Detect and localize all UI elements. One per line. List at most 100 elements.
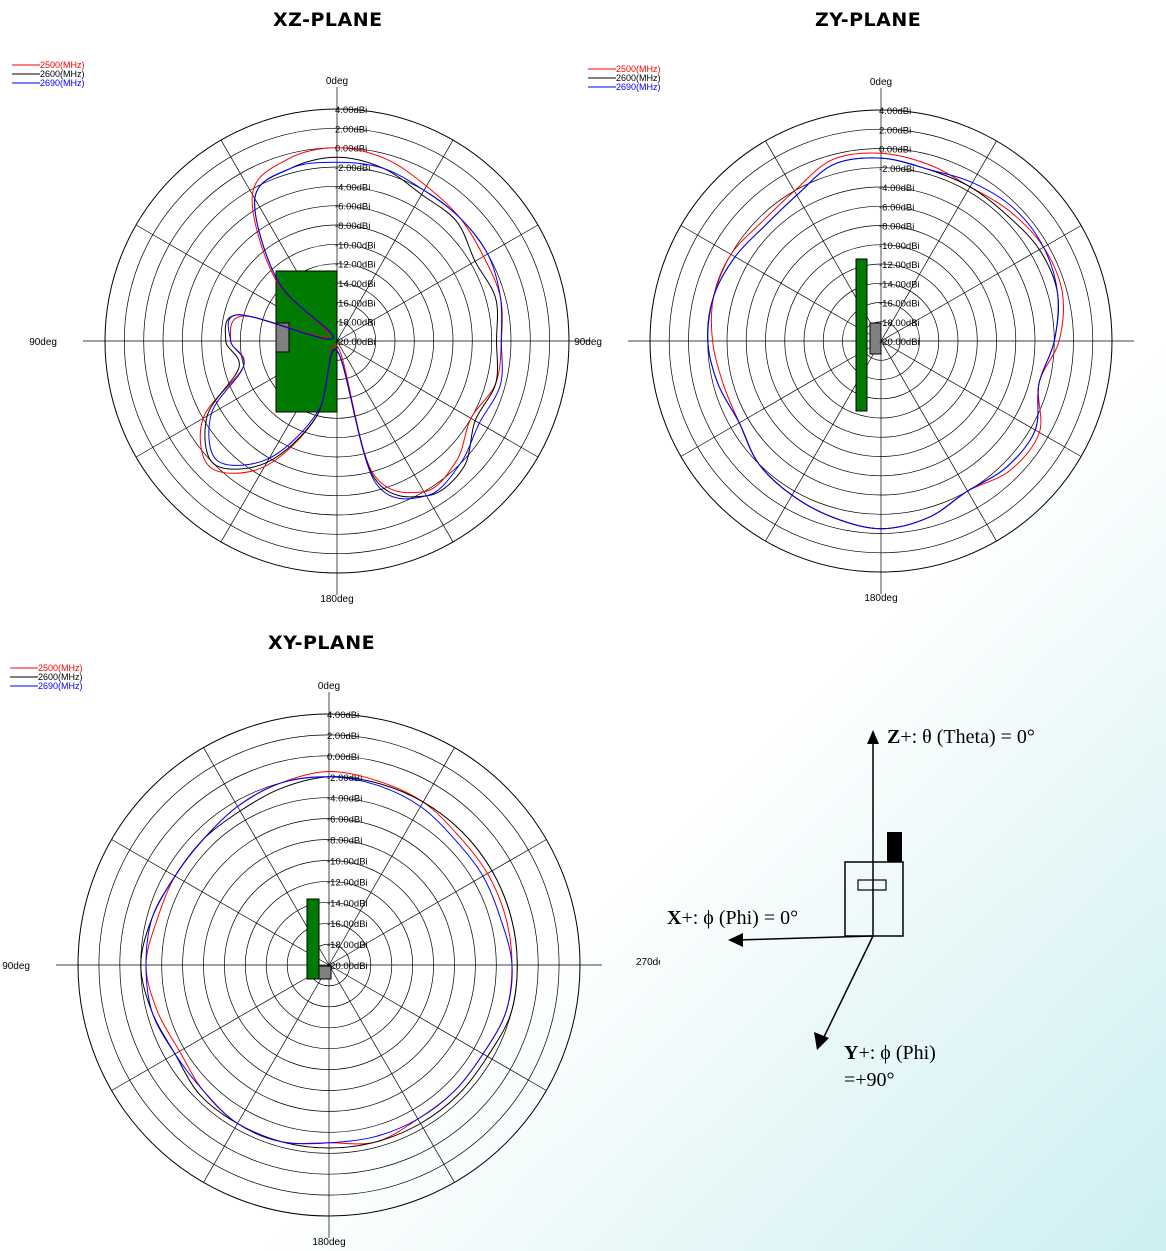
ring-label: 0.00dBi (327, 752, 359, 763)
grid-spoke (336, 224, 539, 342)
device-screen (857, 879, 887, 891)
svg-text:X+: ϕ (Phi) = 0°: X+: ϕ (Phi) = 0° (667, 907, 798, 929)
x-axis-label: +: ϕ (Phi) = 0° (681, 907, 798, 929)
coordinate-system-diagram: Z+: θ (Theta) = 0° X+: ϕ (Phi) = 0° Y+: … (667, 726, 1035, 1091)
legend-label: 2600(MHz) (40, 69, 85, 79)
ring-label: -14.00dBi (335, 279, 376, 290)
ring-label: -18.00dBi (335, 318, 376, 329)
z-axis-arrow (867, 730, 879, 936)
ring-label: 2.00dBi (335, 124, 367, 135)
x-axis-bold: X (667, 907, 682, 929)
ring-label: -12.00dBi (327, 877, 368, 888)
ring-label: -4.00dBi (879, 183, 914, 194)
xz-plane-title: XZ-PLANE (273, 9, 383, 31)
device-body (844, 861, 904, 937)
ring-label: -12.00dBi (879, 260, 920, 271)
z-axis-label: +: θ (Theta) = 0° (900, 726, 1035, 748)
ring-label: -16.00dBi (335, 298, 376, 309)
grid-spoke (680, 340, 882, 457)
svg-text:Z+: θ (Theta) = 0°: Z+: θ (Theta) = 0° (887, 726, 1035, 748)
ring-label: -8.00dBi (335, 221, 370, 232)
ring-label: 2.00dBi (879, 125, 911, 136)
y-axis-arrow (814, 935, 874, 1050)
device-module (869, 322, 882, 355)
angle-label-left: 90deg (574, 337, 602, 348)
polar-grid-spokes (56, 692, 602, 1238)
ring-label: -4.00dBi (327, 794, 362, 805)
ring-label: -6.00dBi (327, 815, 362, 826)
grid-spoke (336, 340, 454, 543)
ring-label: -2.00dBi (335, 163, 370, 174)
grid-spoke (328, 747, 455, 966)
angle-label-left: 90deg (29, 337, 57, 348)
ring-label: -8.00dBi (327, 836, 362, 847)
angle-label-top: 0deg (870, 77, 892, 88)
angle-label-bottom: 180deg (320, 594, 353, 605)
series-line-2690 (208, 161, 503, 500)
ring-label: -10.00dBi (879, 241, 920, 252)
ring-labels: 4.00dBi 2.00dBi 0.00dBi -2.00dBi -4.00dBi -6.… (879, 106, 920, 348)
ring-label: -16.00dBi (327, 919, 368, 930)
device-pcb (306, 898, 320, 980)
chart-legend: 2500(MHz)2600(MHz)2690(MHz) (10, 663, 83, 691)
grid-spoke (328, 839, 547, 966)
grid-spoke (880, 340, 1082, 457)
legend-label: 2690(MHz) (38, 681, 83, 691)
device-module (275, 322, 290, 353)
grid-spoke (880, 225, 1082, 342)
series-line-2690 (145, 776, 513, 1145)
angle-label-bottom: 180deg (864, 593, 897, 604)
angle-label-top: 0deg (318, 681, 340, 692)
ring-label: -6.00dBi (879, 202, 914, 213)
x-axis-arrow (728, 933, 874, 947)
legend-label: 2690(MHz) (40, 78, 85, 88)
ring-label: -18.00dBi (327, 940, 368, 951)
ring-label: -8.00dBi (879, 222, 914, 233)
ring-label: -10.00dBi (335, 240, 376, 251)
grid-spoke (680, 225, 882, 342)
legend-label: 2600(MHz) (616, 73, 661, 83)
grid-spoke (336, 139, 454, 342)
grid-spoke (203, 964, 330, 1183)
legend-label: 2690(MHz) (616, 82, 661, 92)
series-line-2500 (199, 147, 503, 494)
y-axis-label: +: ϕ (Phi) (858, 1042, 935, 1064)
zy-plane-polar-chart: 4.00dBi 2.00dBi 0.00dBi -2.00dBi -4.00dBi -6.… (574, 64, 1134, 604)
ring-labels: 4.00dBi2.00dBi0.00dBi-2.00dBi-4.00dBi-6.… (335, 105, 376, 348)
angle-label-right: 270deg (636, 957, 660, 968)
ring-label: 4.00dBi (327, 710, 359, 721)
grid-spoke (880, 340, 997, 542)
ring-label: -4.00dBi (335, 182, 370, 193)
grid-spoke (328, 964, 455, 1183)
chart-legend: 2500(MHz)2600(MHz)2690(MHz) (588, 64, 661, 92)
legend-label: 2500(MHz) (40, 60, 85, 70)
xy-plane-title: XY-PLANE (268, 632, 376, 654)
xy-plane-polar-chart: 4.00dBi2.00dBi0.00dBi-2.00dBi-4.00dBi-6.… (2, 663, 660, 1248)
polar-grid-spokes (628, 88, 1134, 594)
ring-label: -6.00dBi (335, 202, 370, 213)
device-pcb (855, 258, 868, 412)
z-axis-bold: Z (887, 726, 900, 748)
grid-spoke (111, 839, 330, 966)
chart-legend: 2500(MHz)2600(MHz)2690(MHz) (12, 60, 85, 88)
grid-spoke (111, 964, 330, 1091)
ring-label: -18.00dBi (879, 318, 920, 329)
grid-spoke (328, 964, 547, 1091)
ring-label: -14.00dBi (327, 898, 368, 909)
ring-label: 4.00dBi (879, 106, 911, 117)
y-axis-bold: Y (844, 1042, 859, 1064)
series-line-2690 (707, 157, 1059, 530)
device-module (318, 965, 332, 980)
ring-label: -16.00dBi (879, 299, 920, 310)
device-antenna (887, 832, 902, 862)
angle-label-left: 90deg (2, 961, 30, 972)
svg-text:Y+: ϕ (Phi): Y+: ϕ (Phi) (844, 1042, 936, 1064)
xz-plane-polar-chart: 4.00dBi2.00dBi0.00dBi-2.00dBi-4.00dBi-6.… (12, 60, 591, 605)
angle-label-top: 0deg (326, 76, 348, 87)
ring-label: 0.00dBi (879, 145, 911, 156)
zy-plane-title: ZY-PLANE (815, 9, 922, 31)
ring-label: -20.00dBi (879, 337, 920, 348)
y-axis-label-line2: =+90° (844, 1069, 895, 1091)
ring-label: -2.00dBi (879, 164, 914, 175)
ring-label: 4.00dBi (335, 105, 367, 116)
